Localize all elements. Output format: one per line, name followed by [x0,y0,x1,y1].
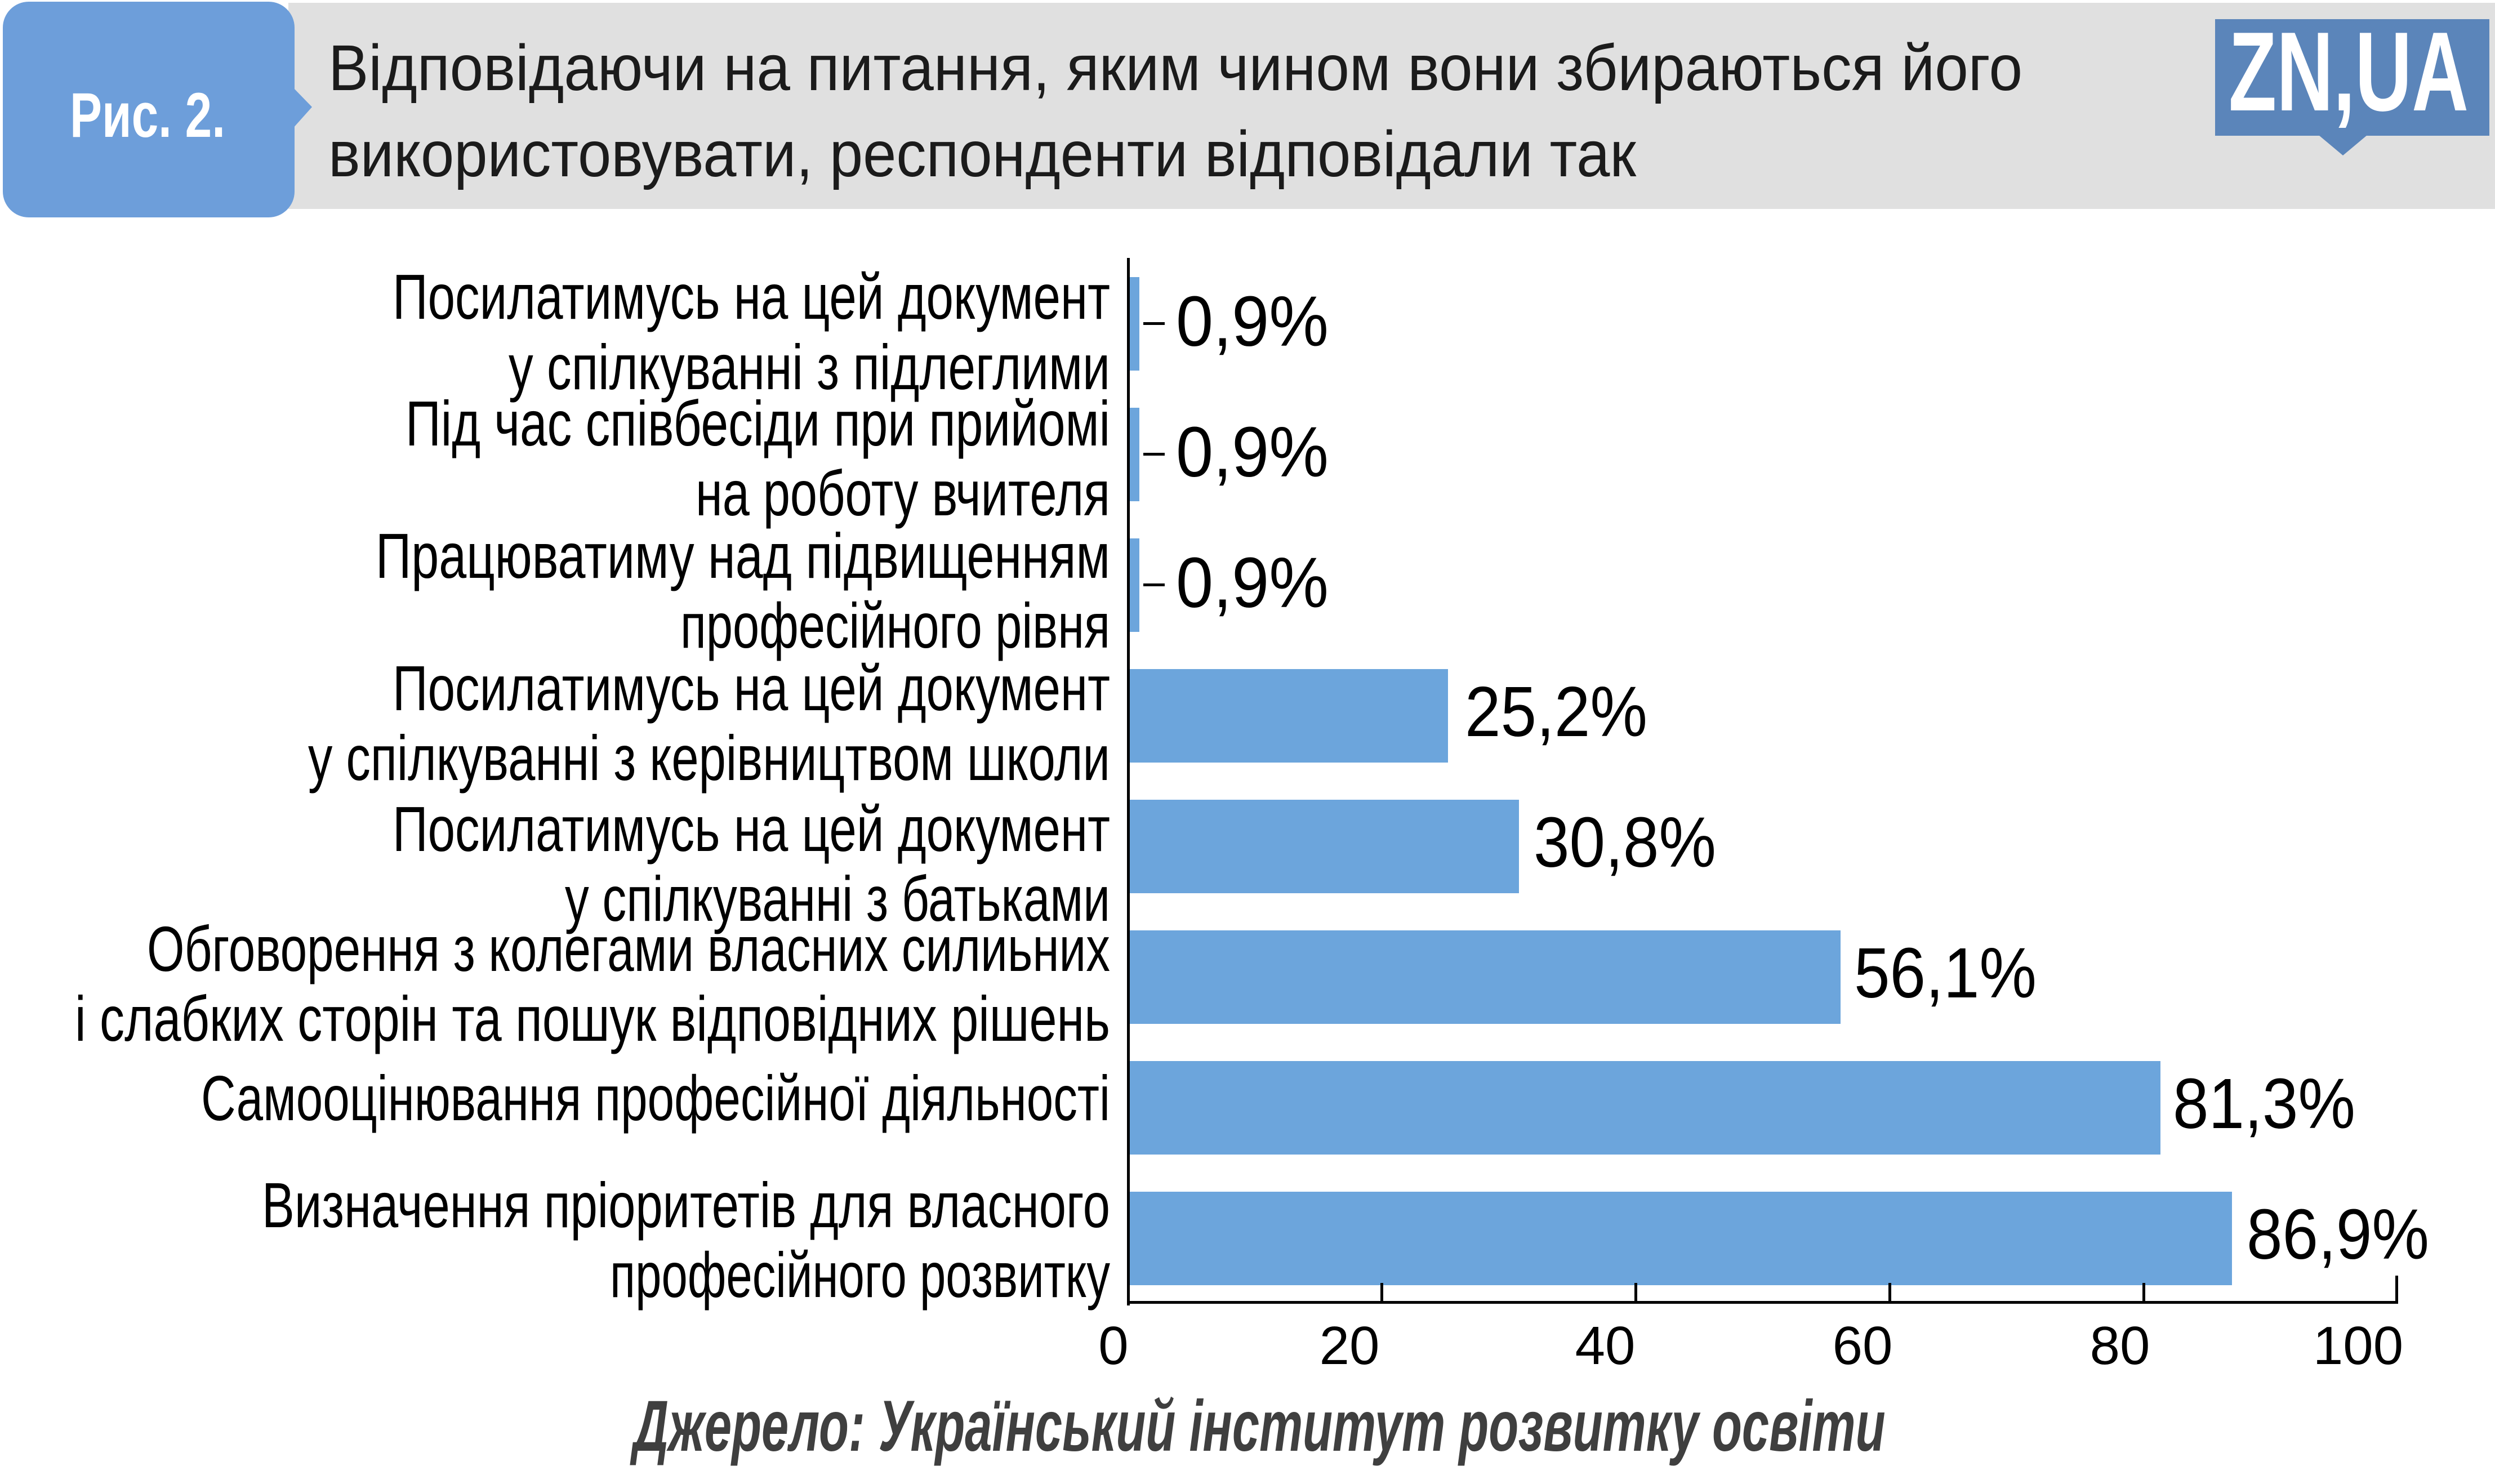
svg-text:Відповідаючи на питання, яким: Відповідаючи на питання, яким чином вони… [328,32,2022,104]
svg-text:Рис. 2.: Рис. 2. [70,80,225,150]
svg-text:81,3%: 81,3% [2173,1064,2355,1143]
svg-text:Посилатимусь на цей документ: Посилатимусь на цей документ [393,794,1110,864]
svg-text:Посилатимусь на цей документ: Посилатимусь на цей документ [393,653,1110,724]
svg-text:60: 60 [1833,1316,1893,1376]
svg-text:і слабких сторін та пошук відп: і слабких сторін та пошук відповідних рі… [75,983,1110,1054]
svg-text:86,9%: 86,9% [2247,1195,2429,1274]
svg-text:ZN,UA: ZN,UA [2229,9,2469,135]
svg-text:20: 20 [1320,1316,1380,1376]
svg-text:у спілкуванні з керівництвом ш: у спілкуванні з керівництвом школи [308,723,1110,794]
svg-text:професійного рівня: професійного рівня [680,590,1110,661]
svg-text:використовувати, респонденти в: використовувати, респонденти відповідали… [328,118,1637,190]
svg-text:у спілкуванні з батьками: у спілкуванні з батьками [565,863,1110,934]
svg-text:Під час співбесіди при прийомі: Під час співбесіди при прийомі [406,388,1110,459]
svg-text:Посилатимусь на цей документ: Посилатимусь на цей документ [393,261,1110,332]
svg-text:Самооцінювання професійної дія: Самооцінювання професійної діяльності [201,1063,1110,1134]
svg-text:100: 100 [2313,1316,2403,1376]
svg-text:80: 80 [2090,1316,2150,1376]
svg-text:40: 40 [1575,1316,1636,1376]
svg-text:25,2%: 25,2% [1465,672,1647,751]
svg-text:30,8%: 30,8% [1534,803,1716,882]
svg-text:Джерело: Український інститут: Джерело: Український інститут розвитку о… [630,1386,1886,1467]
svg-text:на роботу вчителя: на роботу вчителя [696,458,1110,529]
svg-text:професійного розвитку: професійного розвитку [610,1240,1110,1311]
svg-text:0,9%: 0,9% [1176,543,1329,622]
svg-text:0,9%: 0,9% [1176,412,1329,492]
svg-text:Працюватиму над підвищенням: Працюватиму над підвищенням [376,520,1110,591]
svg-text:56,1%: 56,1% [1854,933,2037,1013]
svg-text:у спілкуванні з підлеглими: у спілкуванні з підлеглими [509,332,1110,403]
svg-text:0: 0 [1098,1316,1128,1376]
svg-text:Обговорення з колегами власних: Обговорення з колегами власних силиьних [147,913,1110,984]
svg-text:Визначення пріоритетів для вла: Визначення пріоритетів для власного [262,1170,1110,1241]
svg-text:0,9%: 0,9% [1176,282,1329,361]
